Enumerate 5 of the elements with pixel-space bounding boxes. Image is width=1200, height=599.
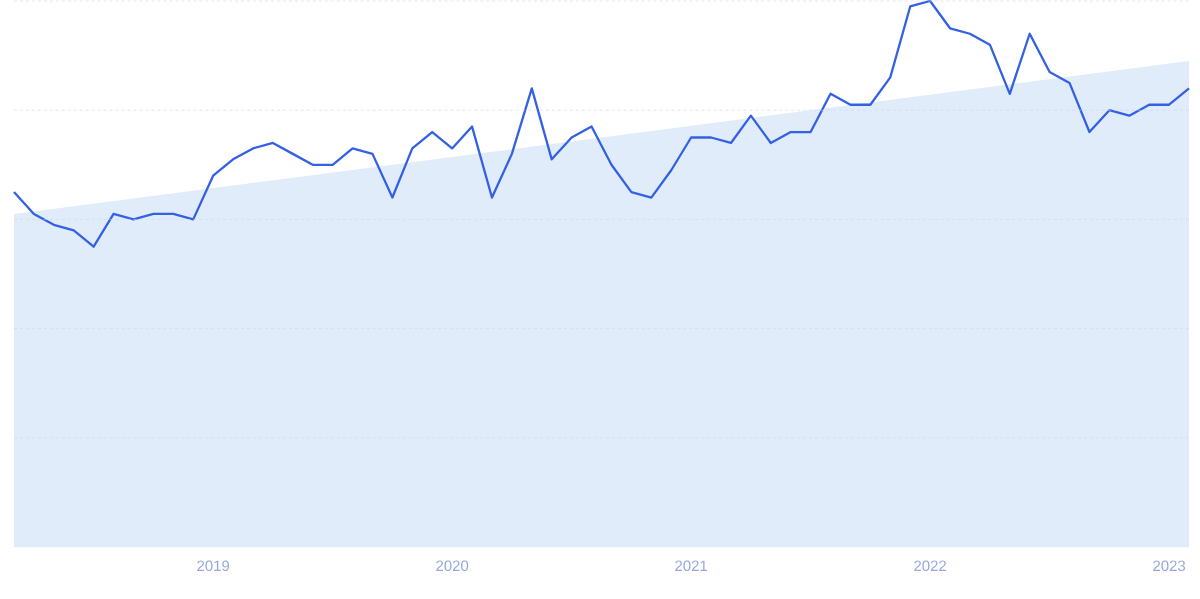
x-tick-label: 2021 [675,560,708,572]
x-tick-label: 2019 [197,560,230,572]
x-tick-label: 2020 [436,560,469,572]
x-tick-label: 2022 [914,560,946,572]
x-tick-label: 2023 [1153,560,1186,572]
